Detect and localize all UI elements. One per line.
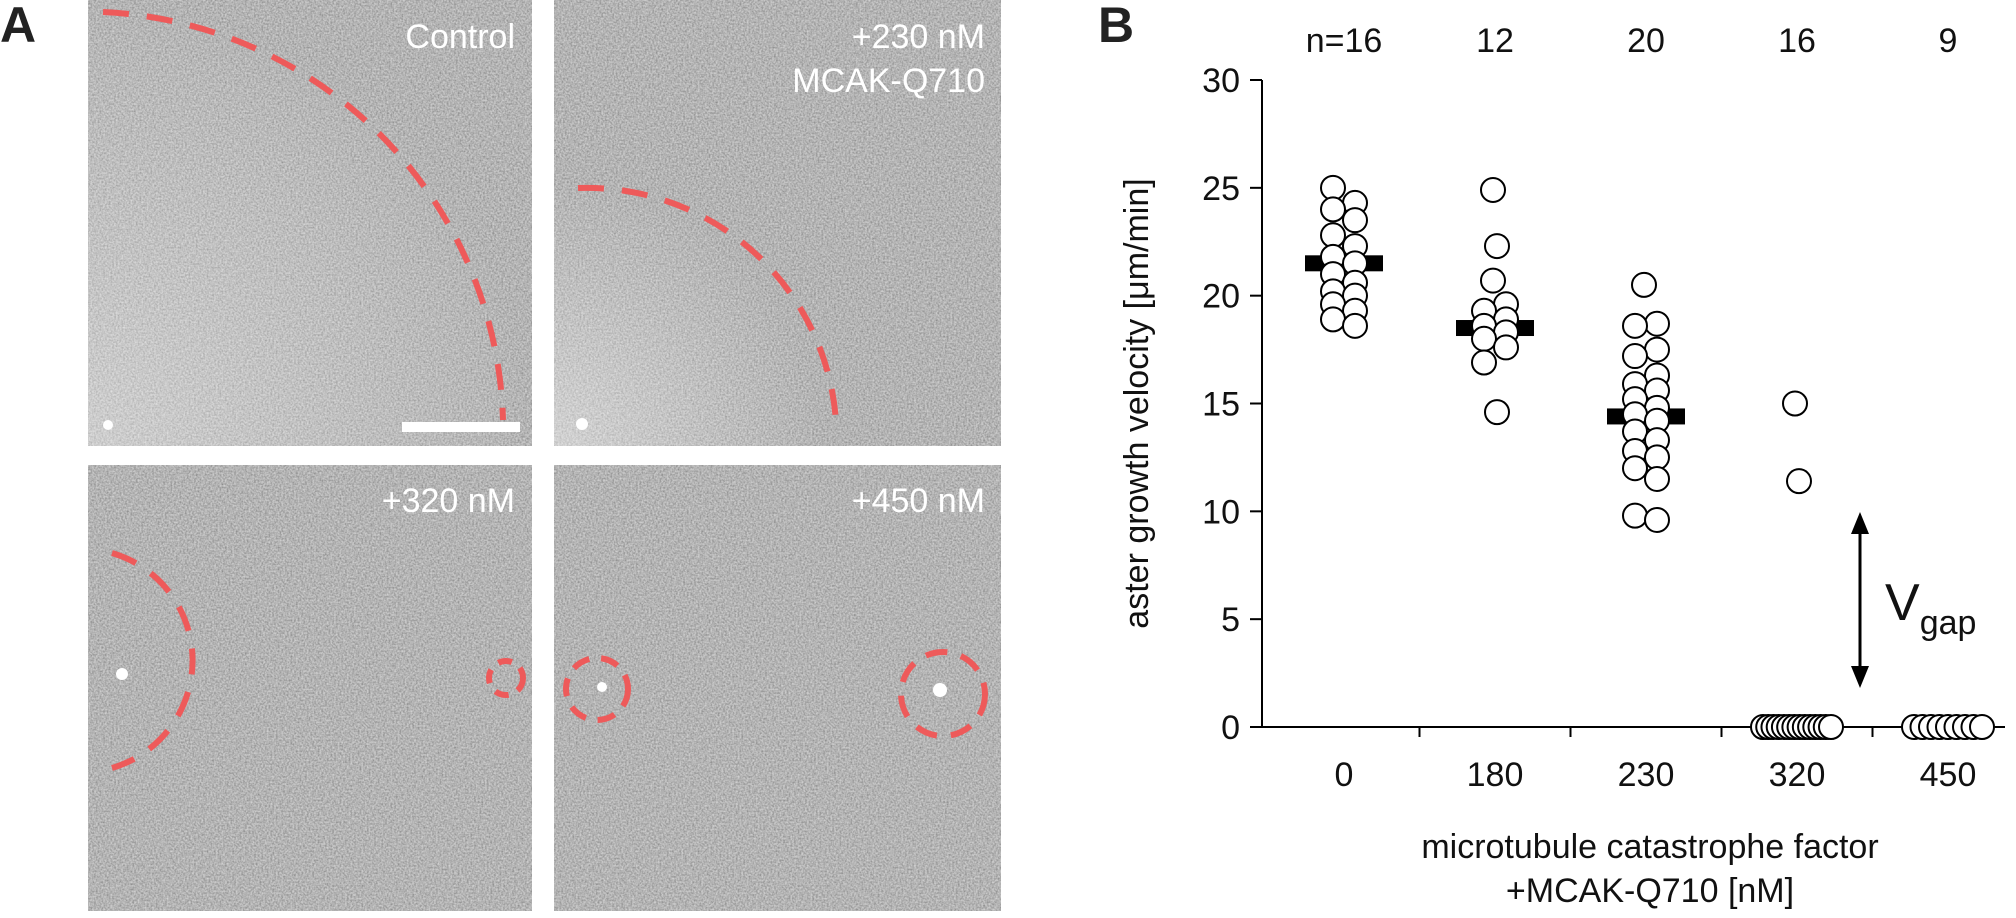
y-tick-label: 0 [1221,709,1240,747]
data-point [1644,444,1670,471]
data-point [1644,336,1670,363]
x-tick-label: 180 [1467,756,1524,794]
data-point [1484,233,1510,260]
data-point [1320,222,1346,249]
panel-label: B [1098,0,1134,53]
y-tick-label: 5 [1221,601,1240,639]
data-point [1484,399,1510,426]
image-label: +320 nM [382,482,515,520]
data-point [1622,502,1648,529]
data-point [1480,176,1506,203]
image-label: Control [405,18,515,56]
y-tick-label: 10 [1202,493,1240,531]
count-label: n=16 [1306,22,1383,60]
y-axis-title: aster growth velocity [μm/min] [1118,178,1156,628]
annotation-text: V [1885,574,1920,632]
data-point [1471,349,1497,376]
image-label: MCAK-Q710 [792,62,985,100]
x-tick-label: 450 [1920,756,1977,794]
data-point [1644,465,1670,492]
chart: 0 5 10 15 20 25 30 aster growth velocity [μm/mi… [1118,22,2005,910]
x-tick-label: 320 [1769,756,1826,794]
data-point [1622,312,1648,339]
data-point [1342,207,1368,234]
y-tick-label: 20 [1202,278,1240,316]
data-point [1969,714,1995,740]
annotation: Vgap [1885,574,1976,642]
micrograph: Control [88,0,532,446]
x-axis-title: +MCAK-Q710 [nM] [1506,872,1794,910]
data-point [1818,714,1844,740]
micrograph: +320 nM [88,465,532,911]
y-tick-label: 15 [1202,386,1240,424]
image-label: +230 nM [852,18,985,56]
count-label: 9 [1939,22,1958,60]
micrograph: +230 nM MCAK-Q710 [554,0,1001,446]
data-point [1782,390,1808,417]
y-tick-label: 30 [1202,62,1240,100]
arrow-head [1851,512,1869,688]
data-point [1342,312,1368,339]
x-axis-title: microtubule catastrophe factor [1421,828,1878,866]
image-label: +450 nM [852,482,985,520]
data-point [1631,271,1657,298]
count-label: 20 [1627,22,1665,60]
panel-label: A [0,0,36,53]
count-label: 12 [1476,22,1514,60]
data-point [1480,267,1506,294]
data-point [1644,310,1670,337]
data-point [1493,334,1519,361]
count-label: 16 [1778,22,1816,60]
y-tick-label: 25 [1202,170,1240,208]
data-point [1320,306,1346,333]
micrograph: +450 nM [554,465,1001,911]
x-tick-label: 0 [1335,756,1354,794]
data-point [1622,455,1648,482]
data-point [1320,196,1346,223]
data-point [1320,174,1346,201]
data-point [1471,325,1497,352]
data-point [1622,343,1648,370]
x-tick-label: 230 [1618,756,1675,794]
data-point [1644,506,1670,533]
annotation-subscript: gap [1920,604,1977,642]
data-point [1786,468,1812,495]
